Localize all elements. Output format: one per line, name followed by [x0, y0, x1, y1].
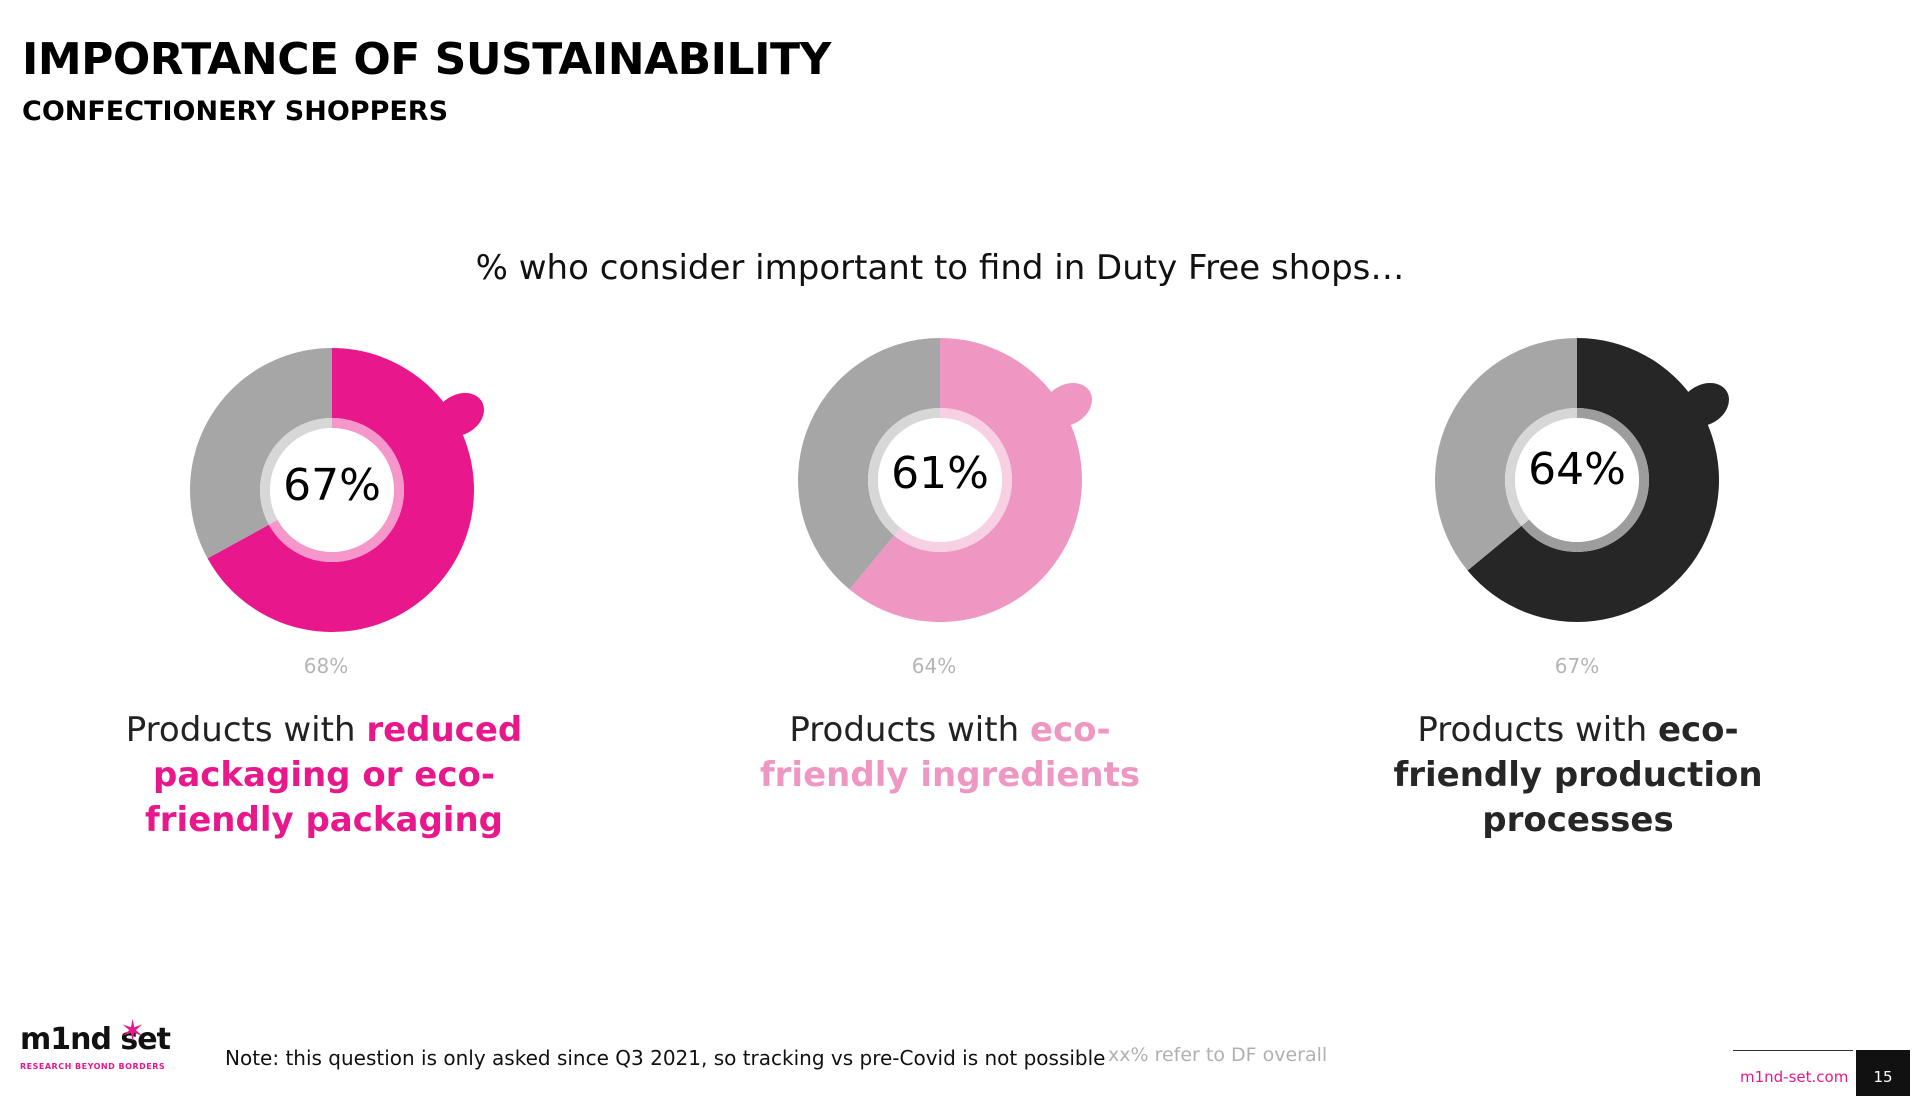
- footer-divider: [1733, 1050, 1853, 1051]
- donut-svg: [1435, 338, 1729, 622]
- caption-highlight: reduced packaging or eco-friendly packag…: [145, 710, 523, 840]
- donut-slice-bevel: [260, 418, 332, 525]
- donut-hole: [270, 428, 394, 552]
- caption-prefix: Products with: [1417, 710, 1658, 750]
- donut-svg: [190, 348, 484, 632]
- donut-value-label: 61%: [891, 448, 989, 499]
- page-title: IMPORTANCE OF SUSTAINABILITY: [22, 34, 831, 85]
- caption-prefix: Products with: [789, 710, 1030, 750]
- donut-slice-bevel: [894, 408, 1012, 552]
- caption-highlight: eco-friendly ingredients: [759, 710, 1141, 795]
- donut-slice-other: [190, 348, 332, 559]
- donut-slice-bevel: [868, 408, 940, 536]
- benchmark-label: 64%: [911, 654, 957, 678]
- donut-value-label: 67%: [283, 460, 381, 511]
- donut-hole: [1515, 418, 1639, 542]
- chart-caption: Products with reduced packaging or eco-f…: [94, 708, 554, 843]
- caption-highlight: eco-friendly production processes: [1393, 710, 1763, 840]
- chart-caption: Products with eco-friendly ingredients: [720, 708, 1180, 798]
- caption-prefix: Products with: [125, 710, 367, 750]
- donut-slice-important: [849, 338, 1082, 622]
- logo-wordmark: m1nd set: [20, 1022, 171, 1057]
- page-number: 15: [1856, 1050, 1910, 1096]
- chart-caption: Products with eco-friendly production pr…: [1348, 708, 1808, 843]
- website-link[interactable]: m1nd-set.com: [1740, 1068, 1849, 1086]
- donut-svg: [798, 338, 1092, 622]
- donut-slice-other: [798, 338, 940, 590]
- donut-value-label: 64%: [1528, 444, 1626, 495]
- donut-hole: [878, 418, 1002, 542]
- benchmark-label: 68%: [303, 654, 349, 678]
- donut-chart-packaging: 67%: [190, 348, 484, 632]
- benchmark-label: 67%: [1554, 654, 1600, 678]
- donut-chart-ingredients: 61%: [798, 338, 1092, 622]
- donut-chart-production: 64%: [1435, 338, 1729, 622]
- donut-slice-bevel: [1521, 408, 1649, 552]
- logo-tagline: RESEARCH BEYOND BORDERS: [20, 1062, 166, 1071]
- donut-slice-bevel: [1505, 408, 1577, 526]
- donut-slice-other: [1435, 338, 1577, 571]
- benchmark-reference-note: xx% refer to DF overall: [1108, 1044, 1328, 1066]
- donut-slice-important: [1467, 338, 1719, 622]
- donut-slice-important: [207, 348, 474, 632]
- footnote: Note: this question is only asked since …: [225, 1046, 1106, 1070]
- company-logo: m1nd set ✶ RESEARCH BEYOND BORDERS: [20, 1014, 180, 1080]
- chart-question: % who consider important to find in Duty…: [475, 248, 1405, 288]
- star-icon: ✶: [120, 1014, 146, 1049]
- page-subtitle: CONFECTIONERY SHOPPERS: [22, 96, 449, 127]
